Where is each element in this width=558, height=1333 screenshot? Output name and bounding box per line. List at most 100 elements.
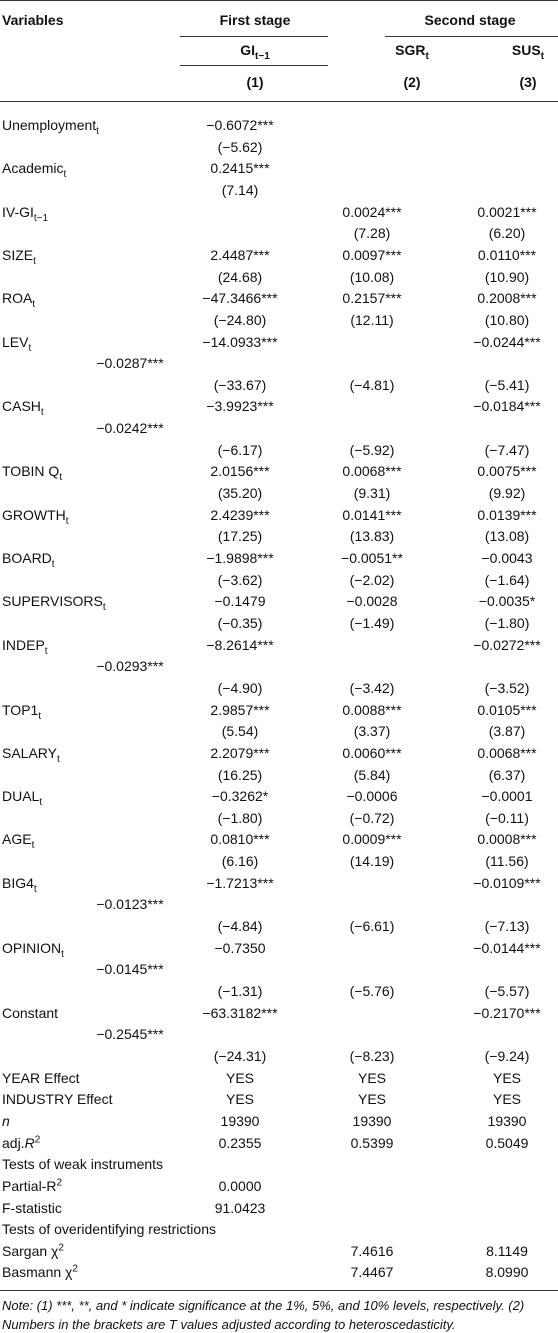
cell-value: 0.0021*** (477, 203, 537, 220)
cell-value: (−6.61) (349, 918, 395, 935)
cell-value: YES (357, 1091, 387, 1108)
row-label: INDUSTRY Effect (2, 1090, 112, 1108)
label-part: IV-GI (2, 203, 34, 220)
cell-value: −14.0933*** (202, 333, 278, 350)
row-label: BOARDt (2, 549, 55, 569)
cell-value: 0.0068*** (342, 463, 402, 480)
cell-value: −0.0272*** (473, 636, 541, 653)
cell-value: (−24.80) (213, 311, 267, 328)
cell-value: (−0.11) (485, 809, 529, 826)
row-label: BIG4t (2, 874, 37, 895)
cell-value: (7.28) (353, 225, 391, 242)
cell-value: (11.56) (485, 853, 529, 870)
cell-value: 0.0009*** (342, 831, 402, 848)
cell-value: −0.0035* (478, 593, 536, 610)
column-number: (1) (246, 74, 264, 90)
label-part: t (540, 50, 545, 62)
variables-header: Variables (2, 12, 64, 28)
rule (180, 65, 328, 66)
cell-value: 0.2415*** (210, 160, 270, 177)
cell-value: 2.4487*** (210, 246, 270, 263)
label-part: t (59, 472, 63, 484)
label-part: t (61, 948, 64, 960)
row-label: Unemploymentt (2, 116, 99, 136)
row-label: Tests of overidentifying restrictions (2, 1220, 216, 1238)
cell-value: 0.5399 (350, 1134, 394, 1151)
cell-value: (16.25) (217, 766, 263, 783)
label-part: t (33, 883, 37, 895)
row-label: YEAR Effect (2, 1069, 80, 1087)
cell-value: (−5.57) (484, 983, 530, 999)
cell-value: (3.87) (488, 723, 526, 740)
row-label: F-statistic (2, 1199, 62, 1217)
cell-value: −0.2170*** (473, 1004, 541, 1021)
label-part: OPINION (2, 939, 62, 956)
label-part: n (2, 1112, 10, 1129)
label-part: Constant (2, 1004, 59, 1021)
cell-value: (10.80) (484, 311, 530, 328)
cell-value: (−4.90) (217, 679, 263, 696)
cell-value: −0.0109*** (473, 874, 541, 891)
cell-value: (−9.24) (484, 1047, 530, 1064)
cell-value: (−1.80) (217, 809, 263, 826)
cell-value: −0.0144*** (473, 939, 541, 956)
cell-value: −0.0043 (481, 550, 533, 566)
row-label: AGEt (2, 830, 34, 850)
cell-value: (−4.84) (217, 918, 263, 935)
label-part: Academic (2, 160, 64, 177)
cell-value: YES (225, 1091, 255, 1108)
row-label: n (2, 1112, 10, 1130)
group-header: First stage (219, 12, 291, 28)
cell-value: 0.0008*** (477, 831, 537, 848)
cell-value: (9.31) (353, 485, 391, 502)
column-number: (3) (519, 74, 537, 90)
cell-value: 8.1149 (486, 1242, 528, 1259)
rule (0, 101, 558, 102)
cell-value: (14.19) (349, 853, 395, 870)
label-part: 2 (56, 1177, 63, 1189)
label-part: GI (240, 42, 256, 58)
cell-value: 0.2008*** (477, 290, 537, 307)
row-label: SIZEt (2, 246, 36, 267)
cell-value: −0.0244*** (473, 333, 541, 350)
label-part: BIG4 (2, 874, 34, 891)
label-part: t (38, 710, 42, 722)
label-part: t−1 (33, 212, 49, 224)
row-label: INDEPt (2, 636, 48, 656)
cell-value: (35.20) (217, 485, 263, 502)
cell-value: −8.2614*** (206, 636, 274, 653)
column-header: GIt−1 (240, 41, 270, 61)
cell-value: 0.2355 (218, 1134, 262, 1151)
stray-value: −0.0287*** (96, 355, 164, 372)
cell-value: 0.0060*** (342, 744, 402, 761)
row-label: IV-GIt−1 (2, 203, 49, 224)
rule (0, 0, 558, 1)
cell-value: 0.0000 (218, 1177, 262, 1194)
cell-value: 2.0156*** (210, 463, 270, 480)
cell-value: (−5.76) (349, 983, 395, 999)
row-label: Partial-R2 (2, 1177, 62, 1195)
rule (0, 1290, 558, 1291)
label-part: INDEP (2, 636, 45, 653)
row-label: Basmann χ2 (2, 1263, 78, 1281)
column-header: SGRt (395, 41, 429, 61)
cell-value: (5.54) (221, 723, 259, 740)
cell-value: −0.7350 (214, 939, 266, 956)
label-part: t (32, 298, 36, 310)
label-part: Unemployment (2, 117, 97, 133)
cell-value: 7.4467 (350, 1264, 394, 1281)
cell-value: (10.08) (349, 268, 395, 285)
cell-value: 0.0139*** (477, 506, 537, 523)
label-part: 2 (34, 1133, 41, 1145)
row-label: TOP1t (2, 701, 42, 722)
cell-value: 2.4239*** (210, 506, 270, 523)
cell-value: −0.0184*** (473, 398, 541, 415)
rule (180, 36, 328, 37)
cell-value: (−24.31) (213, 1047, 267, 1064)
cell-value: (−3.52) (484, 679, 530, 696)
cell-value: −1.7213*** (206, 874, 274, 891)
cell-value: 7.4616 (350, 1242, 394, 1259)
label-part: t (33, 255, 36, 267)
cell-value: (−3.42) (349, 679, 395, 696)
